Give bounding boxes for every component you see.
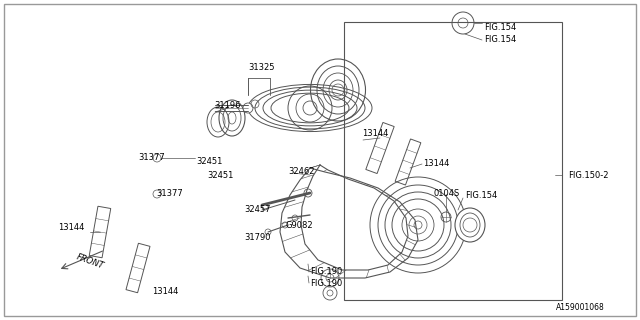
Text: G9082: G9082	[285, 220, 312, 229]
Text: 31196: 31196	[214, 100, 241, 109]
Text: 13144: 13144	[362, 129, 388, 138]
Text: 31377: 31377	[138, 153, 164, 162]
Bar	[344, 22, 562, 300]
Ellipse shape	[455, 208, 485, 242]
Text: FIG.190: FIG.190	[310, 268, 342, 276]
Text: A159001068: A159001068	[556, 303, 605, 313]
Text: FIG.150-2: FIG.150-2	[568, 171, 609, 180]
Text: FIG.190: FIG.190	[310, 278, 342, 287]
Text: 31790: 31790	[244, 234, 271, 243]
Text: 31325: 31325	[248, 63, 275, 73]
Text: FIG.154: FIG.154	[484, 22, 516, 31]
Text: 32457: 32457	[244, 204, 271, 213]
Text: 13144: 13144	[58, 223, 84, 233]
Circle shape	[243, 103, 253, 113]
Text: FIG.154: FIG.154	[465, 191, 497, 201]
Text: 0104S: 0104S	[434, 189, 460, 198]
Text: 32462: 32462	[288, 167, 314, 177]
Text: 13144: 13144	[423, 158, 449, 167]
Text: 32451: 32451	[196, 157, 222, 166]
Text: FIG.154: FIG.154	[484, 36, 516, 44]
Text: 31377: 31377	[156, 189, 183, 198]
Text: FRONT: FRONT	[75, 253, 105, 271]
Text: 32451: 32451	[207, 171, 234, 180]
Text: 13144: 13144	[152, 287, 179, 297]
